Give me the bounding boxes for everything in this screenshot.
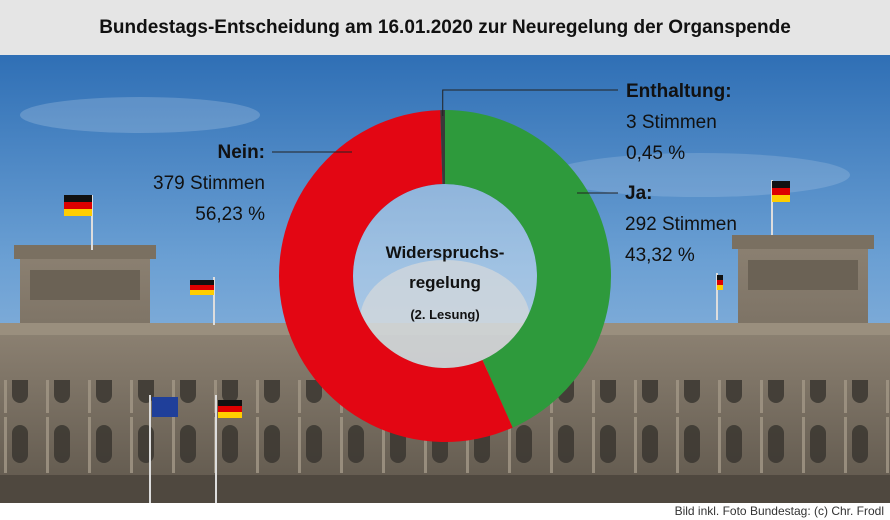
donut-inner-disc bbox=[353, 184, 537, 368]
leader-line-enthaltung bbox=[442, 89, 618, 117]
slice-ja bbox=[445, 110, 611, 428]
slice-label-ja-votes: 292 Stimmen bbox=[625, 214, 737, 235]
slice-enthaltung bbox=[440, 110, 445, 185]
donut-slices bbox=[278, 110, 611, 442]
title-bar: Bundestags-Entscheidung am 16.01.2020 zu… bbox=[0, 0, 890, 55]
center-label-line1: Widerspruchs- bbox=[385, 243, 505, 262]
slice-label-nein: Nein: 379 Stimmen 56,23 % bbox=[153, 137, 265, 230]
center-label-line2: regelung bbox=[409, 273, 481, 292]
slice-label-enthaltung-votes: 3 Stimmen bbox=[626, 112, 717, 133]
center-label: Widerspruchs- regelung (2. Lesung) bbox=[370, 238, 520, 326]
leader-lines bbox=[272, 89, 618, 194]
chart-title: Bundestags-Entscheidung am 16.01.2020 zu… bbox=[99, 16, 791, 38]
slice-label-nein-votes: 379 Stimmen bbox=[153, 173, 265, 194]
slice-label-enthaltung: Enthaltung: 3 Stimmen 0,45 % bbox=[626, 76, 732, 169]
slice-label-ja: Ja: 292 Stimmen 43,32 % bbox=[625, 178, 737, 271]
slice-label-enthaltung-name: Enthaltung: bbox=[626, 81, 732, 102]
center-label-line3: (2. Lesung) bbox=[410, 307, 480, 322]
slice-label-enthaltung-percent: 0,45 % bbox=[626, 143, 686, 164]
slice-label-nein-name: Nein: bbox=[217, 142, 266, 163]
slice-label-ja-name: Ja: bbox=[625, 183, 653, 204]
reichstag-photo-background bbox=[0, 55, 890, 503]
slice-label-ja-percent: 43,32 % bbox=[625, 245, 695, 266]
photo-credit: Bild inkl. Foto Bundestag: (c) Chr. Frod… bbox=[674, 504, 884, 518]
slice-label-nein-percent: 56,23 % bbox=[195, 204, 265, 225]
slice-nein bbox=[278, 110, 513, 442]
